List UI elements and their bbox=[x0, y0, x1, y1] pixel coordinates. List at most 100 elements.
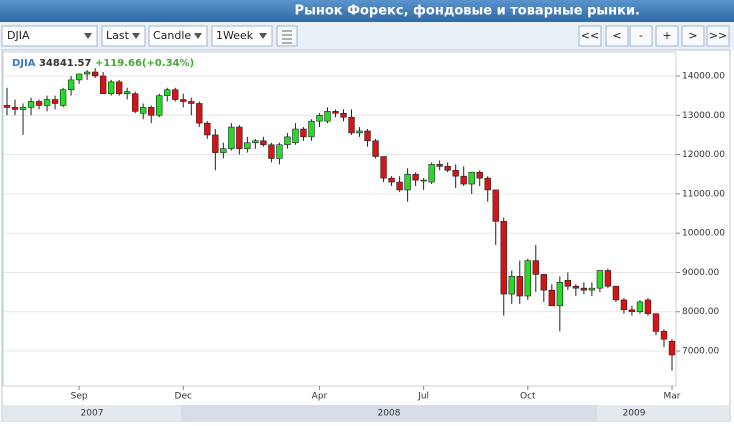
candle-body bbox=[484, 177, 491, 191]
nav-button-label: - bbox=[639, 29, 643, 42]
candle-body bbox=[364, 130, 371, 142]
style-select[interactable] bbox=[148, 25, 208, 47]
candle-body bbox=[324, 111, 331, 122]
candle-body bbox=[348, 116, 355, 134]
candle-body bbox=[91, 71, 99, 77]
field-select[interactable] bbox=[101, 25, 146, 47]
candle-body bbox=[156, 95, 163, 116]
candle-body bbox=[380, 156, 387, 179]
symbol-select[interactable] bbox=[1, 25, 98, 47]
candle-body bbox=[172, 89, 179, 100]
candle-body bbox=[260, 140, 267, 146]
candle-body bbox=[612, 285, 620, 301]
candle-body bbox=[300, 128, 307, 138]
candle-body bbox=[268, 144, 275, 159]
year-band bbox=[597, 405, 729, 421]
candle-body bbox=[212, 134, 219, 153]
nav-button-label: + bbox=[662, 29, 671, 42]
nav-button-label: >> bbox=[709, 29, 727, 42]
candle-body bbox=[588, 287, 596, 291]
nav-button-label: > bbox=[688, 29, 697, 42]
plot-area bbox=[2, 51, 677, 387]
candle-body bbox=[428, 164, 435, 183]
y-tick-label: 9000.00 bbox=[682, 268, 719, 278]
candle-body bbox=[11, 107, 19, 110]
nav-button[interactable] bbox=[605, 25, 629, 47]
candle-body bbox=[492, 189, 499, 222]
nav-button[interactable] bbox=[706, 25, 730, 47]
legend: DJIA 34841.57 +119.66(+0.34%) bbox=[12, 58, 194, 69]
candle-body bbox=[660, 331, 668, 340]
candle-body bbox=[188, 101, 195, 104]
candle-body bbox=[604, 270, 612, 287]
candle-body bbox=[652, 313, 660, 332]
candle-body bbox=[596, 270, 604, 289]
nav-button[interactable] bbox=[578, 25, 602, 47]
candle-body bbox=[668, 340, 676, 356]
candle-body bbox=[292, 128, 299, 144]
candle-body bbox=[628, 309, 636, 313]
y-tick-label: 7000.00 bbox=[682, 347, 719, 357]
x-tick-label: Jul bbox=[417, 392, 429, 402]
candle-body bbox=[67, 79, 75, 91]
field-text: Last bbox=[106, 29, 130, 42]
y-tick-label: 10000.00 bbox=[682, 229, 725, 239]
candle-body bbox=[107, 81, 115, 94]
header-bar bbox=[0, 0, 734, 22]
candle-body bbox=[308, 120, 315, 138]
candle-body bbox=[124, 91, 131, 94]
candle-body bbox=[99, 75, 107, 94]
candle-body bbox=[356, 130, 363, 134]
candle-body bbox=[220, 148, 227, 153]
candle-body bbox=[452, 169, 459, 177]
style-text: Candle bbox=[153, 29, 191, 42]
candle-body bbox=[51, 99, 59, 104]
candle-body bbox=[132, 93, 139, 112]
nav-button[interactable] bbox=[655, 25, 679, 47]
candle-body bbox=[444, 166, 451, 171]
candle-body bbox=[372, 140, 379, 157]
header-title: Рынок Форекс, фондовые и товарные рынки. bbox=[295, 4, 640, 19]
candle-body bbox=[388, 177, 395, 183]
candle-body bbox=[460, 175, 467, 185]
candle-body bbox=[3, 105, 11, 108]
candle-body bbox=[644, 299, 652, 314]
candle-body bbox=[516, 276, 523, 297]
nav-button-label: << bbox=[581, 29, 599, 42]
period-select[interactable] bbox=[211, 25, 273, 47]
candle-body bbox=[59, 89, 67, 106]
candle-body bbox=[436, 164, 443, 167]
candle-body bbox=[204, 122, 211, 136]
nav-button[interactable] bbox=[629, 25, 653, 47]
x-tick-label: Sep bbox=[71, 392, 88, 402]
y-tick-label: 13000.00 bbox=[682, 111, 725, 121]
candle-body bbox=[636, 301, 644, 313]
candle-body bbox=[468, 171, 475, 185]
candle-body bbox=[532, 260, 539, 275]
candle-body bbox=[75, 73, 83, 81]
candle-body bbox=[540, 274, 547, 291]
candle-body bbox=[228, 126, 235, 149]
x-tick-label: Dec bbox=[175, 392, 192, 402]
candle-body bbox=[244, 142, 251, 149]
candle-body bbox=[572, 285, 580, 289]
candle-body bbox=[404, 173, 411, 191]
candle-body bbox=[620, 299, 628, 311]
nav-button[interactable] bbox=[681, 25, 705, 47]
candle-body bbox=[19, 107, 27, 110]
y-tick-label: 8000.00 bbox=[682, 307, 719, 317]
candle-body bbox=[196, 103, 203, 124]
candle-body bbox=[140, 107, 147, 114]
candle-body bbox=[35, 101, 43, 106]
symbol-text: DJIA bbox=[7, 29, 30, 42]
candle-body bbox=[500, 221, 507, 295]
candle-body bbox=[148, 107, 155, 116]
x-tick-label: Oct bbox=[520, 392, 536, 402]
candle-body bbox=[420, 179, 427, 182]
candle-body bbox=[276, 144, 283, 159]
period-text: 1Week bbox=[216, 29, 254, 42]
candle-body bbox=[164, 89, 171, 96]
year-label: 2008 bbox=[378, 409, 401, 419]
legend-change: +119.66(+0.34%) bbox=[95, 58, 194, 69]
table-icon bbox=[282, 30, 292, 44]
